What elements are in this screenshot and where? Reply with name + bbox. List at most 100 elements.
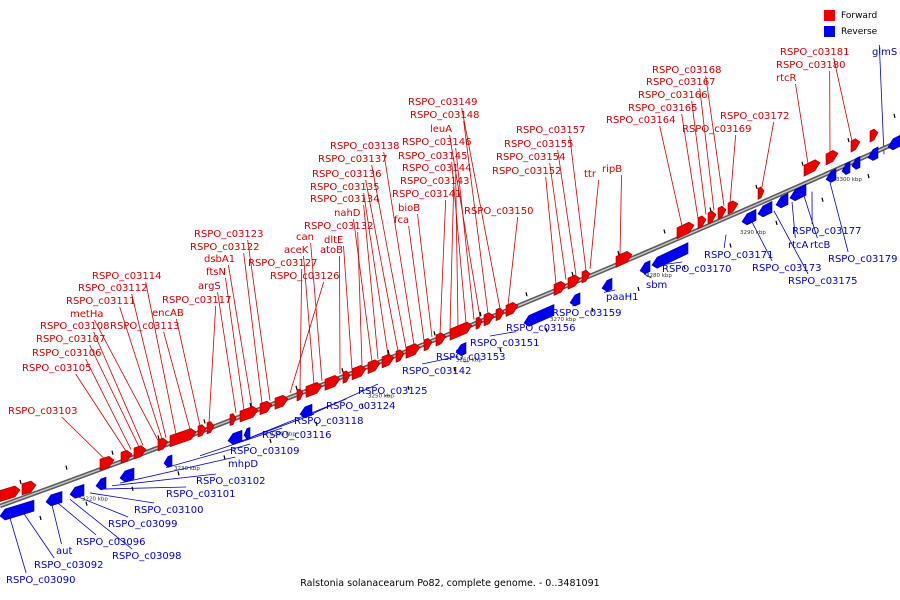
reverse-gene: [0, 499, 35, 521]
forward-gene: [717, 205, 727, 220]
label-leader-line: [365, 179, 399, 352]
reverse-gene-label: RSPO_c03101: [166, 489, 236, 500]
forward-gene-label: RSPO_c03165: [628, 103, 698, 114]
forward-gene-label: aceK: [284, 245, 309, 256]
reverse-gene: [851, 155, 861, 170]
forward-gene-label: RSPO_c03145: [398, 151, 468, 162]
forward-gene-label: RSPO_c03111: [66, 296, 136, 307]
reverse-gene: [95, 476, 107, 491]
label-leader-line: [85, 358, 132, 450]
forward-gene: [757, 186, 765, 200]
label-leader-line: [795, 83, 809, 164]
reverse-gene-label: RSPO_c03151: [470, 338, 540, 349]
reverse-gene-label: RSPO_c03096: [76, 537, 146, 548]
forward-gene-label: RSPO_c03114: [92, 271, 162, 282]
label-leader-line: [217, 291, 237, 414]
forward-gene-label: RSPO_c03167: [646, 77, 716, 88]
reverse-swatch: [824, 26, 835, 37]
forward-gene: [229, 413, 237, 427]
forward-gene: [505, 302, 519, 317]
forward-gene: [169, 428, 197, 448]
scale-tick: [499, 347, 502, 353]
reverse-gene-label: RSPO_c03142: [402, 366, 472, 377]
forward-gene-label: RSPO_c03105: [22, 363, 92, 374]
forward-gene: [495, 307, 505, 322]
reverse-gene: [775, 192, 789, 209]
scale-tick-label: 3260 kbp: [456, 358, 482, 364]
reverse-gene: [651, 242, 689, 269]
reverse-gene-label: RSPO_c03102: [196, 476, 266, 487]
label-leader-line: [663, 261, 683, 265]
label-leader-line: [643, 273, 652, 279]
reverse-gene: [523, 303, 555, 327]
scale-tick: [157, 435, 160, 440]
reverse-gene-label: RSPO_c03177: [792, 226, 862, 237]
label-leader-line: [619, 174, 622, 256]
scale-tick-label: 3230 kbp: [174, 466, 200, 472]
reverse-gene-label: rtcA: [788, 240, 809, 251]
gene-labels: RSPO_c03103 RSPO_c03105 RSPO_c03106 RSPO_c0…: [6, 47, 898, 586]
forward-gene: [120, 449, 133, 464]
forward-gene: [423, 337, 433, 352]
scale-tick: [591, 307, 594, 313]
label-leader-line: [507, 216, 519, 306]
reverse-gene: [867, 146, 879, 161]
label-leader-line: [93, 331, 144, 446]
forward-gene: [435, 332, 447, 347]
forward-gene-label: RSPO_c03127: [248, 258, 318, 269]
label-leader-line: [289, 281, 325, 394]
reverse-gene-label: RSPO_c03153: [436, 352, 506, 363]
forward-gene: [274, 394, 289, 410]
scale-tick-label: 3290 kbp: [740, 230, 766, 236]
scale-tick: [85, 501, 88, 506]
forward-gene-label: RSPO_c03180: [776, 60, 846, 71]
scale-tick: [893, 113, 896, 119]
scale-tick: [203, 419, 206, 424]
scale-tick: [801, 161, 804, 166]
forward-gene-label: RSPO_c03138: [330, 141, 400, 152]
forward-gene-label: RSPO_c03169: [682, 124, 752, 135]
forward-gene-label: RSPO_c03149: [408, 97, 478, 108]
label-leader-line: [111, 473, 217, 487]
label-leader-line: [451, 161, 467, 324]
reverse-gene-label: RSPO_c03100: [134, 505, 204, 516]
reverse-gene-label: RSPO_c03092: [34, 560, 104, 571]
forward-gene: [259, 400, 273, 416]
reverse-gene-label: RSPO_c03090: [6, 575, 76, 586]
label-leader-line: [303, 255, 315, 385]
forward-gene-label: RSPO_c03164: [606, 115, 676, 126]
reverse-gene: [163, 454, 173, 468]
forward-gene: [727, 200, 739, 215]
reverse-gene: [741, 208, 757, 226]
forward-gene-label: argS: [198, 281, 221, 292]
reverse-gene-label: RSPO_c03170: [662, 264, 732, 275]
label-leader-line: [878, 44, 885, 155]
label-leader-line: [803, 195, 818, 239]
label-leader-line: [417, 213, 433, 338]
forward-gene-label: RSPO_c03166: [638, 90, 708, 101]
scale-tick: [249, 402, 252, 408]
forward-gene: [99, 455, 115, 471]
scale-tick: [545, 328, 548, 333]
scale-tick: [755, 184, 758, 190]
label-leader-line: [751, 221, 773, 262]
forward-gene-label: RSPO_c03146: [402, 137, 472, 148]
label-leader-line: [603, 289, 616, 293]
label-leader-line: [408, 225, 425, 341]
label-leader-line: [89, 344, 140, 447]
label-leader-line: [89, 492, 155, 504]
label-leader-line: [243, 252, 263, 404]
reverse-gene: [841, 161, 851, 176]
label-leader-line: [549, 162, 567, 280]
label-leader-line: [699, 87, 715, 211]
label-leader-line: [310, 242, 323, 381]
forward-gene: [803, 159, 821, 177]
forward-gene-label: RSPO_c03117: [162, 295, 232, 306]
forward-gene-label: RSPO_c03112: [78, 283, 148, 294]
forward-gene-label: RSPO_c03154: [496, 152, 566, 163]
forward-gene: [296, 388, 304, 402]
scale-tick-label: 3300 kbp: [836, 177, 862, 183]
map-caption: Ralstonia solanacearum Po82, complete ge…: [300, 578, 600, 589]
forward-gene: [676, 221, 695, 240]
